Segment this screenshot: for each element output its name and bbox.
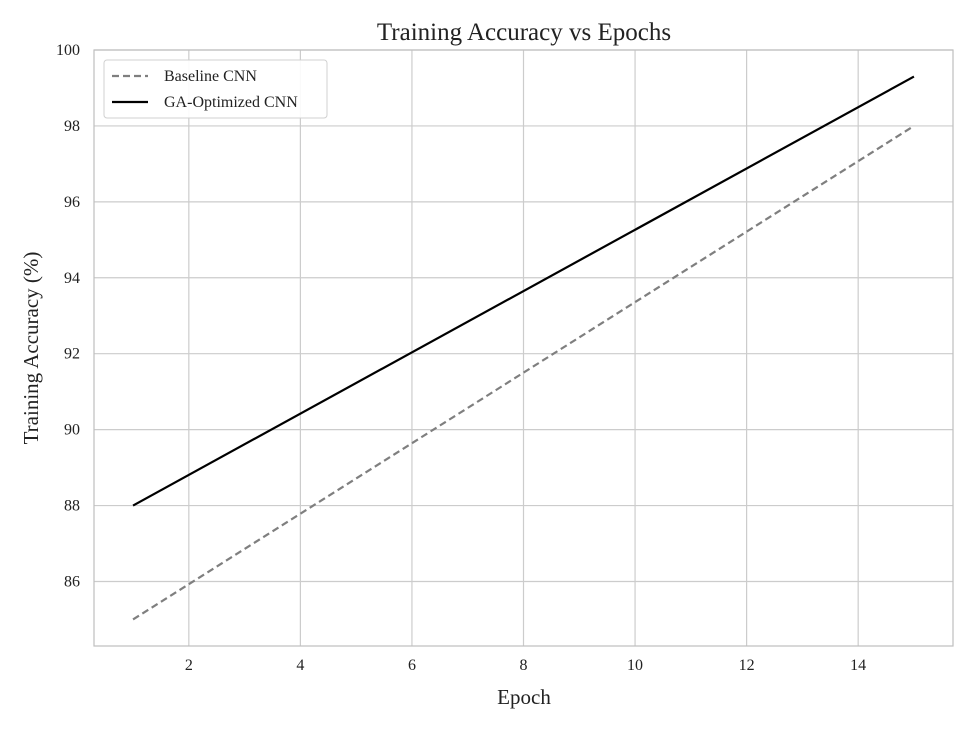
x-tick-label: 4	[296, 657, 304, 674]
grid	[94, 49, 953, 646]
x-tick-label: 6	[408, 657, 416, 674]
plot-series	[132, 75, 915, 621]
y-tick-label: 98	[64, 118, 80, 135]
x-axis-label: Epoch	[497, 685, 551, 709]
y-tick-label: 88	[64, 498, 80, 515]
y-tick-label: 96	[64, 194, 80, 211]
y-axis-label: Training Accuracy (%)	[19, 252, 43, 445]
x-tick-label: 14	[850, 657, 866, 674]
plot-frame	[93, 49, 954, 647]
y-tick-label: 100	[56, 42, 80, 59]
legend-box	[103, 59, 328, 119]
legend: Baseline CNN GA-Optimized CNN	[103, 59, 328, 119]
y-tick-label: 90	[64, 422, 80, 439]
x-tick-label: 10	[627, 657, 643, 674]
chart-title: Training Accuracy vs Epochs	[377, 19, 671, 46]
x-tick-label: 8	[520, 657, 528, 674]
tick-labels: 2 4 6 8 10 12 14 86 88 90 92 94 96 98 100	[56, 42, 866, 674]
series-line-2	[132, 75, 915, 507]
legend-label-2: GA-Optimized CNN	[164, 94, 298, 111]
x-tick-label: 12	[739, 657, 755, 674]
legend-label-1: Baseline CNN	[164, 68, 257, 85]
y-tick-label: 86	[64, 573, 80, 590]
y-tick-label: 94	[64, 270, 80, 287]
x-tick-label: 2	[185, 657, 193, 674]
y-tick-label: 92	[64, 346, 80, 363]
